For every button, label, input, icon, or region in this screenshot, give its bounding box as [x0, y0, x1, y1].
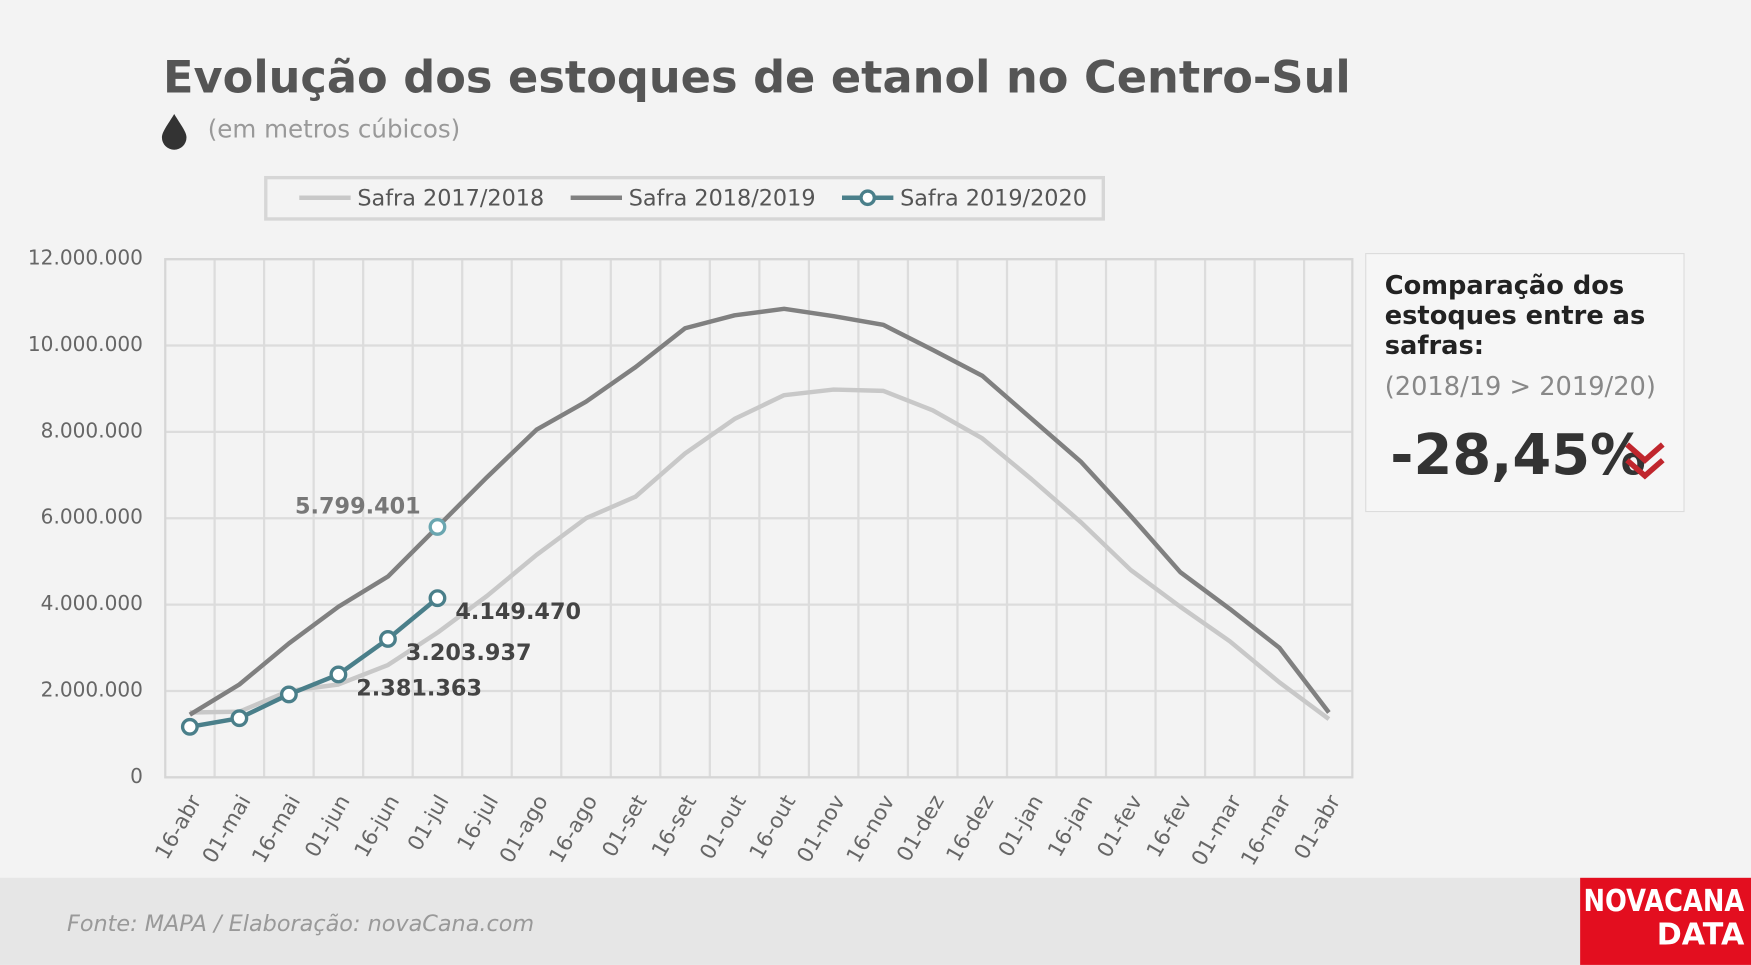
side-heading-wrap: Comparação dos estoques entre as safras: [1384, 271, 1646, 361]
data-label: 4.149.470 [455, 599, 581, 625]
side-change: -28,45% [1390, 423, 1646, 488]
y-tick-label: 4.000.000 [41, 591, 143, 615]
drop-icon [161, 113, 187, 150]
data-label: 3.203.937 [406, 640, 532, 666]
legend-label: Safra 2017/2018 [357, 185, 544, 211]
plot: 0 2.000.000 4.000.000 6.000.000 8.000.000 10.… [28, 246, 1354, 870]
plot-border [164, 258, 1354, 779]
source: Fonte: MAPA / Elaboração: novaCana.com [67, 911, 534, 937]
point [428, 589, 447, 608]
data-label: 5.799.401 [295, 493, 421, 519]
y-tick-label: 0 [130, 764, 143, 788]
data-label: 2.381.363 [356, 676, 482, 702]
series-line [188, 306, 1331, 717]
legend-label: Safra 2019/2020 [900, 185, 1087, 211]
y-tick-label: 10.000.000 [28, 332, 143, 356]
point [379, 630, 397, 648]
legend-box [264, 175, 1105, 221]
legend-marker [859, 189, 877, 207]
point [230, 709, 249, 728]
y-tick-label: 6.000.000 [41, 505, 143, 529]
point-highlight [428, 517, 447, 536]
chart-title: Evolução dos estoques de etanol no Centr… [163, 51, 1351, 103]
series-line [189, 387, 1331, 721]
chart-subtitle: (em metros cúbicos) [208, 115, 461, 144]
point [180, 717, 199, 736]
logo-text: NOVACANA [1583, 884, 1744, 919]
point [329, 665, 348, 684]
side-heading: Comparação dos estoques entre as safras: [1384, 271, 1646, 361]
legend-label: Safra 2018/2019 [629, 185, 816, 211]
down-icon [1625, 442, 1665, 480]
y-tick-label: 12.000.000 [28, 246, 143, 270]
logo-text: DATA [1657, 917, 1745, 952]
point [279, 685, 298, 704]
y-tick-label: 2.000.000 [41, 677, 143, 701]
footer [0, 877, 1751, 965]
y-tick-label: 8.000.000 [41, 418, 143, 442]
logo-bg [1580, 877, 1751, 965]
side-comparison: (2018/19 > 2019/20) [1385, 372, 1656, 402]
side-box [1365, 253, 1685, 513]
